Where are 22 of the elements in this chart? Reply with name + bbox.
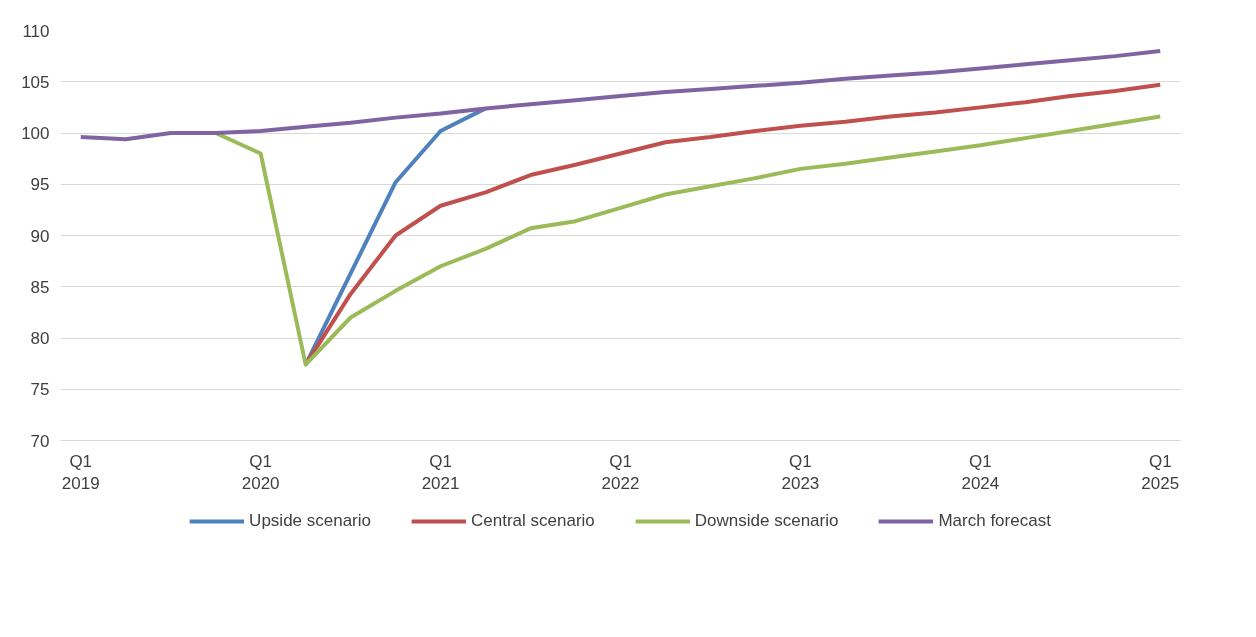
y-tick-label: 90: [30, 226, 50, 246]
x-tick-label: Q1 2020: [241, 451, 280, 494]
legend-label: Central scenario: [471, 511, 595, 531]
legend-label: March forecast: [938, 511, 1051, 531]
line-series: [78, 49, 1163, 142]
line-series: [213, 114, 1163, 367]
y-tick-label: 95: [30, 175, 50, 195]
y-tick-label: 80: [30, 329, 50, 348]
x-tick-label: Q1 2024: [961, 451, 1000, 494]
legend-label: Upside scenario: [249, 511, 372, 531]
y-tick-label: 110: [22, 21, 50, 41]
x-tick-label: Q1 2025: [1141, 451, 1180, 494]
y-tick-label: 70: [30, 431, 50, 451]
x-tick-label: Q1 2019: [61, 451, 100, 494]
x-tick-label: Q1 2021: [421, 451, 460, 494]
x-tick-label: Q1 2023: [781, 451, 820, 494]
y-tick-label: 85: [30, 277, 50, 297]
legend-label: Downside scenario: [694, 511, 839, 531]
y-tick-label: 105: [21, 72, 50, 92]
y-tick-label: 100: [21, 124, 50, 143]
x-tick-label: Q1 2022: [601, 451, 640, 494]
y-tick-label: 75: [30, 380, 50, 400]
